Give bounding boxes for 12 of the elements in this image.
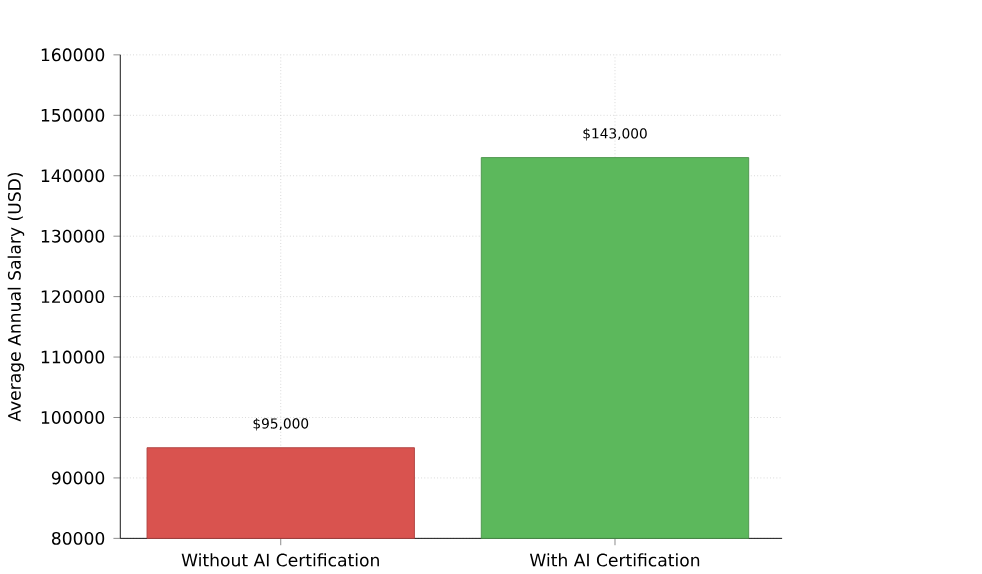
y-tick-label: 140000 (41, 169, 105, 183)
y-tick-label: 120000 (41, 289, 105, 303)
y-tick-label: 100000 (41, 410, 105, 424)
y-tick-label: 150000 (41, 108, 105, 122)
y-tick-label: 90000 (51, 471, 105, 485)
x-tick-label: With AI Certification (529, 553, 700, 567)
y-tick-label: 160000 (41, 48, 105, 62)
y-tick-label: 130000 (41, 229, 105, 243)
y-tick-label: 110000 (41, 350, 105, 364)
x-tick-label: Without AI Certification (181, 553, 379, 567)
y-axis-title: Average Annual Salary (USD) (7, 172, 25, 422)
y-tick-label: 80000 (51, 531, 105, 545)
